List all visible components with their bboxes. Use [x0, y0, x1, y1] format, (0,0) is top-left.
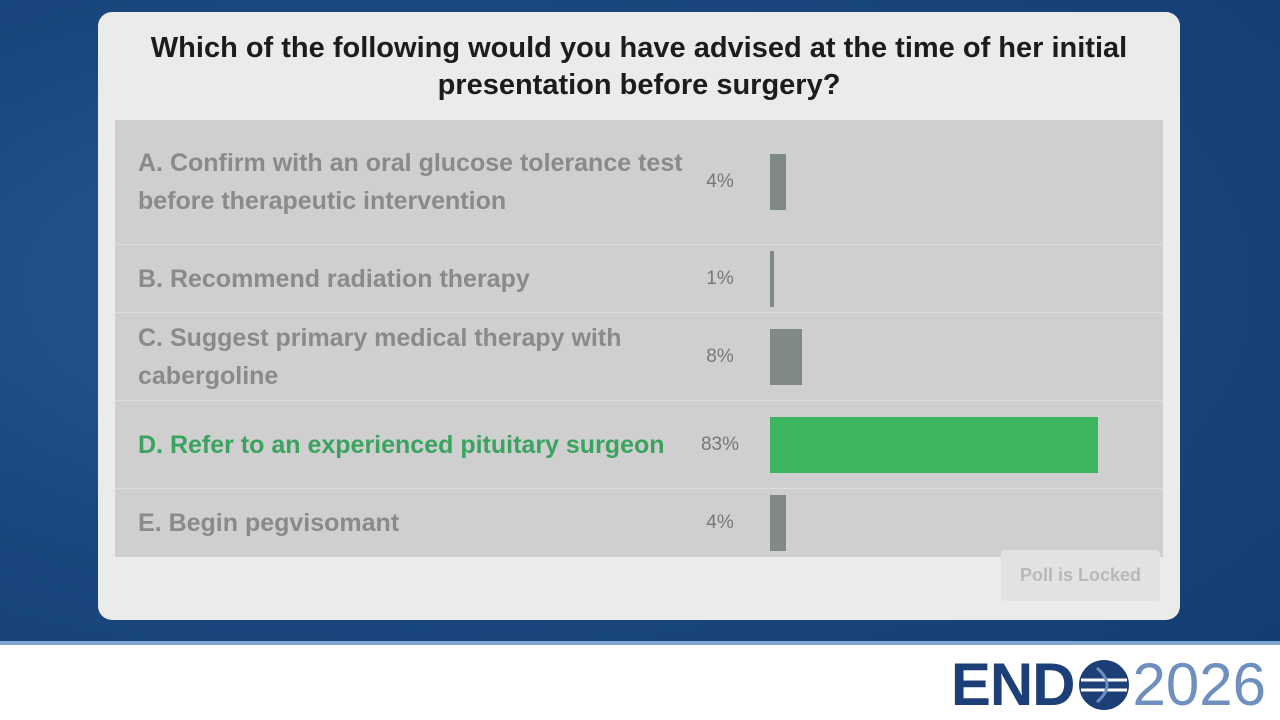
footer: END 2026 — [0, 641, 1280, 720]
option-row: B. Recommend radiation therapy 1% — [115, 245, 1163, 313]
option-percent: 4% — [706, 171, 734, 192]
option-row: A. Confirm with an oral glucose toleranc… — [115, 120, 1163, 245]
option-row: C. Suggest primary medical therapy with … — [115, 313, 1163, 401]
logo: END 2026 — [951, 655, 1266, 715]
option-percent: 1% — [706, 267, 734, 289]
option-bar — [770, 328, 802, 385]
option-label: E. Begin pegvisomant — [138, 509, 400, 537]
option-label: C. Suggest primary medical therapy with … — [138, 323, 622, 390]
option-label: D. Refer to an experienced pituitary sur… — [138, 430, 665, 459]
poll-panel: Which of the following would you have ad… — [98, 12, 1180, 620]
option-row: E. Begin pegvisomant 4% — [115, 489, 1163, 557]
option-bar — [770, 250, 774, 307]
logo-text: END — [950, 651, 1076, 718]
option-percent: 8% — [706, 345, 734, 367]
option-bar — [770, 416, 1098, 473]
option-bar — [770, 495, 786, 551]
option-label: B. Recommend radiation therapy — [138, 264, 530, 293]
option-row: D. Refer to an experienced pituitary sur… — [115, 401, 1163, 489]
poll-status-button[interactable]: Poll is Locked — [1001, 550, 1160, 601]
option-list: A. Confirm with an oral glucose toleranc… — [115, 120, 1163, 557]
option-label: A. Confirm with an oral glucose toleranc… — [138, 149, 683, 215]
option-percent: 4% — [706, 512, 734, 533]
option-bar — [770, 154, 786, 210]
option-percent: 83% — [700, 433, 740, 455]
logo-year: 2026 — [1132, 651, 1266, 718]
logo-globe — [1078, 660, 1129, 710]
poll-question: Which of the following would you have ad… — [150, 32, 1128, 101]
